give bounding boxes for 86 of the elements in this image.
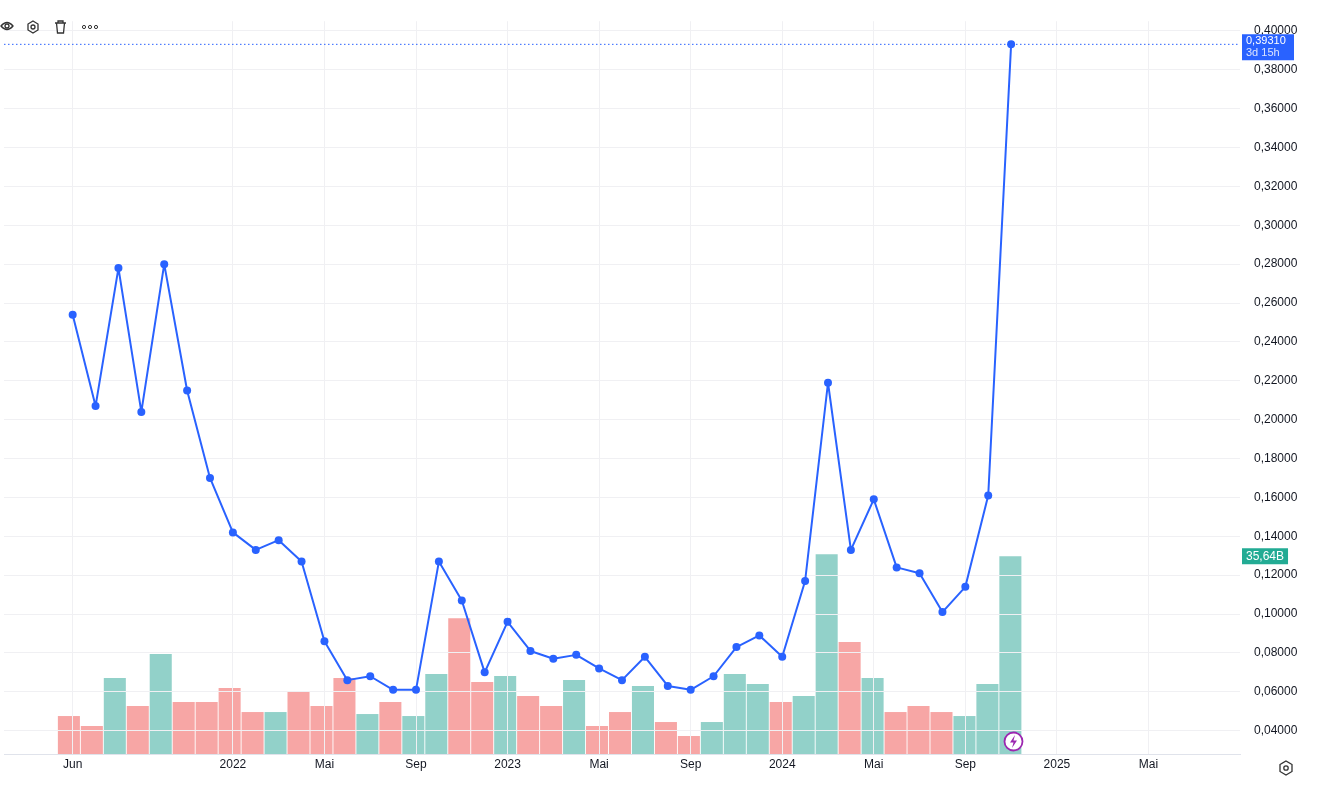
point <box>595 664 604 673</box>
bar <box>103 678 126 754</box>
bar <box>769 702 792 754</box>
y-tick-label: 0,26000 <box>1254 295 1298 310</box>
y-tick-label: 0,08000 <box>1254 645 1298 660</box>
point <box>892 563 901 572</box>
point <box>824 378 832 387</box>
y-tick-label: 0,32000 <box>1254 178 1298 193</box>
bar <box>264 712 287 754</box>
y-tick-label: 0,12000 <box>1254 567 1298 582</box>
bar <box>838 642 861 754</box>
point <box>274 536 283 545</box>
x-tick-label: 2024 <box>768 756 796 771</box>
point <box>206 473 214 482</box>
point <box>778 652 787 661</box>
point <box>434 557 443 566</box>
text: 35,64B <box>1246 548 1285 563</box>
point <box>526 646 535 655</box>
point <box>412 685 420 694</box>
x-tick-label: Mai <box>314 756 335 771</box>
y-tick-label: 0,14000 <box>1254 528 1298 543</box>
x-tick-label: 2022 <box>219 756 247 771</box>
point <box>366 672 375 681</box>
point <box>137 407 146 416</box>
point <box>457 596 466 605</box>
point <box>228 528 237 537</box>
point <box>480 668 489 677</box>
point <box>755 631 764 640</box>
y-tick-label: 0,18000 <box>1254 450 1298 465</box>
y-tick-label: 0,22000 <box>1254 373 1298 388</box>
x-tick-label: Sep <box>405 756 427 771</box>
x-tick-label: 2023 <box>494 756 522 771</box>
point <box>663 681 672 690</box>
point <box>709 672 718 681</box>
x-tick-label: Mai <box>864 756 884 771</box>
bar <box>149 654 172 754</box>
point <box>732 643 741 652</box>
point <box>251 545 260 554</box>
x-tick-label: Sep <box>954 756 977 771</box>
y-tick-label: 0,20000 <box>1254 411 1298 426</box>
bar <box>631 686 654 754</box>
point <box>961 582 970 591</box>
point <box>343 676 352 685</box>
point <box>572 650 581 659</box>
point <box>389 685 398 694</box>
text: 3d 15h <box>1246 46 1280 59</box>
y-tick-label: 0,24000 <box>1254 334 1298 349</box>
point <box>938 608 947 617</box>
y-tick-label: 0,04000 <box>1254 722 1298 737</box>
bar <box>356 714 379 754</box>
y-tick-label: 0,38000 <box>1254 62 1298 77</box>
point <box>503 617 512 626</box>
y-tick-label: 0,28000 <box>1254 256 1298 271</box>
y-tick-label: 0,10000 <box>1254 606 1298 621</box>
point <box>549 654 558 663</box>
point <box>869 495 878 504</box>
point <box>1007 40 1016 49</box>
point <box>160 260 169 269</box>
y-tick-label: 0,06000 <box>1254 684 1298 699</box>
y-tick-label: 0,36000 <box>1254 100 1298 115</box>
y-tick-label: 0,16000 <box>1254 489 1298 504</box>
x-tick-label: Mai <box>589 756 609 771</box>
point <box>618 676 626 685</box>
y-tick-label: 0,34000 <box>1254 139 1298 154</box>
x-tick-label: Mai <box>1138 756 1159 771</box>
point <box>297 557 306 566</box>
point <box>91 402 100 411</box>
point <box>183 386 192 395</box>
point <box>801 577 810 586</box>
point <box>915 569 924 578</box>
bar <box>494 676 517 754</box>
point <box>68 310 77 319</box>
point <box>984 491 993 500</box>
point <box>686 685 695 694</box>
point <box>320 637 329 646</box>
x-tick-label: Sep <box>679 756 702 771</box>
x-tick-label: Jun <box>62 756 83 771</box>
x-tick-label: 2025 <box>1043 756 1071 771</box>
point <box>114 264 123 273</box>
point <box>640 652 649 661</box>
bar <box>126 706 149 754</box>
bar <box>563 680 586 754</box>
y-tick-label: 0,30000 <box>1254 217 1298 232</box>
bar <box>861 678 884 754</box>
bar <box>379 702 402 754</box>
point <box>846 545 855 554</box>
